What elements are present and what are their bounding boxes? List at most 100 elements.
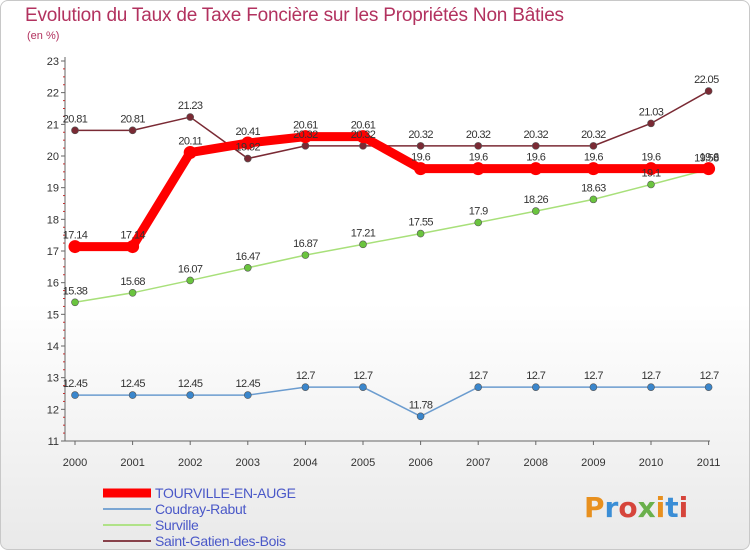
data-label: 18.63	[581, 182, 606, 194]
data-label: 19.6	[526, 152, 545, 164]
y-tick-label: 11	[48, 436, 59, 448]
logo-letter: x	[637, 491, 656, 524]
data-label: 21.03	[639, 106, 664, 118]
data-point	[529, 162, 543, 176]
data-point	[647, 119, 655, 128]
data-label: 20.32	[408, 129, 433, 141]
data-label: 19.58	[694, 152, 719, 164]
data-label: 20.61	[351, 120, 376, 132]
logo-letter: i	[655, 491, 666, 524]
y-tick-label: 15	[47, 309, 59, 321]
data-label: 20.32	[524, 129, 549, 141]
y-tick-label: 17	[47, 246, 59, 258]
data-point	[71, 298, 79, 307]
x-tick-label: 2000	[63, 457, 87, 469]
data-label: 16.87	[293, 238, 318, 250]
logo-letter: t	[665, 491, 679, 524]
data-label: 12.7	[700, 370, 719, 382]
data-point	[644, 162, 658, 176]
data-label: 12.45	[120, 378, 145, 390]
proxiti-logo: Proxiti	[584, 491, 688, 524]
data-point	[474, 218, 483, 227]
data-label: 20.61	[293, 120, 318, 132]
data-point	[301, 251, 310, 259]
data-label: 20.41	[236, 126, 261, 138]
data-point	[186, 276, 194, 285]
data-point	[531, 383, 540, 391]
data-label: 15.68	[120, 276, 145, 288]
y-tick-label: 21	[47, 119, 59, 131]
data-point	[128, 126, 137, 135]
data-label: 19.6	[469, 152, 488, 164]
x-tick-label: 2006	[408, 457, 432, 469]
data-point	[241, 136, 255, 150]
y-tick-label: 23	[47, 56, 59, 68]
x-tick-label: 2002	[178, 457, 202, 469]
data-point	[531, 207, 540, 215]
x-tick-label: 2005	[351, 457, 375, 469]
series-line	[74, 168, 710, 304]
data-label: 22.05	[694, 74, 719, 86]
x-tick-label: 2010	[639, 457, 663, 469]
logo-letter: o	[618, 491, 638, 524]
data-label: 12.7	[526, 370, 545, 382]
data-label: 12.7	[584, 370, 603, 382]
data-label: 19.6	[641, 152, 660, 164]
data-label: 12.7	[641, 370, 660, 382]
data-point	[589, 195, 598, 204]
data-point	[244, 154, 252, 163]
data-point	[416, 412, 425, 421]
data-point	[71, 391, 79, 399]
data-point	[359, 383, 367, 391]
data-label: 12.7	[353, 370, 372, 382]
x-tick-label: 2007	[466, 457, 490, 469]
data-point	[471, 162, 485, 176]
data-point	[244, 263, 252, 272]
data-label: 17.55	[408, 217, 433, 229]
data-label: 20.11	[178, 136, 202, 148]
data-label: 17.14	[63, 230, 88, 242]
data-point	[301, 142, 310, 150]
data-label: 18.26	[524, 194, 549, 206]
data-point	[356, 130, 370, 144]
data-label: 17.21	[351, 227, 376, 239]
data-point	[301, 383, 310, 391]
chart-title: Evolution du Taux de Taxe Foncière sur l…	[25, 5, 564, 26]
y-tick-label: 12	[47, 404, 59, 416]
y-tick-label: 13	[47, 373, 59, 385]
data-label: 20.32	[293, 129, 318, 141]
data-point	[244, 391, 252, 399]
data-label: 11.78	[409, 399, 433, 411]
data-label: 20.81	[120, 113, 145, 125]
logo-letter: i	[678, 491, 689, 524]
y-unit-label: (en %)	[27, 30, 60, 42]
data-point	[647, 180, 655, 189]
data-point	[298, 130, 312, 144]
y-tick-label: 14	[47, 341, 59, 353]
data-point	[71, 126, 79, 135]
data-label: 20.32	[351, 129, 376, 141]
data-label: 21.23	[178, 100, 203, 112]
data-point	[128, 391, 137, 399]
data-label: 17.9	[469, 206, 488, 218]
series-layer	[68, 87, 716, 421]
data-point	[704, 87, 713, 95]
y-tick-label: 18	[47, 214, 59, 226]
data-point	[647, 383, 655, 391]
data-label: 16.47	[236, 251, 261, 263]
data-point	[359, 142, 367, 150]
data-label: 20.81	[63, 113, 88, 125]
data-point	[474, 142, 483, 150]
data-label: 15.38	[63, 285, 88, 297]
data-label: 20.32	[466, 129, 491, 141]
data-label: 12.7	[296, 370, 315, 382]
y-tick-label: 22	[47, 88, 59, 100]
y-tick-label: 20	[47, 151, 59, 163]
data-point	[359, 240, 367, 249]
legend-label: Saint-Gatien-des-Bois	[155, 533, 286, 549]
x-tick-label: 2009	[581, 457, 605, 469]
data-label: 20.32	[581, 129, 606, 141]
x-tick-label: 2003	[236, 457, 260, 469]
